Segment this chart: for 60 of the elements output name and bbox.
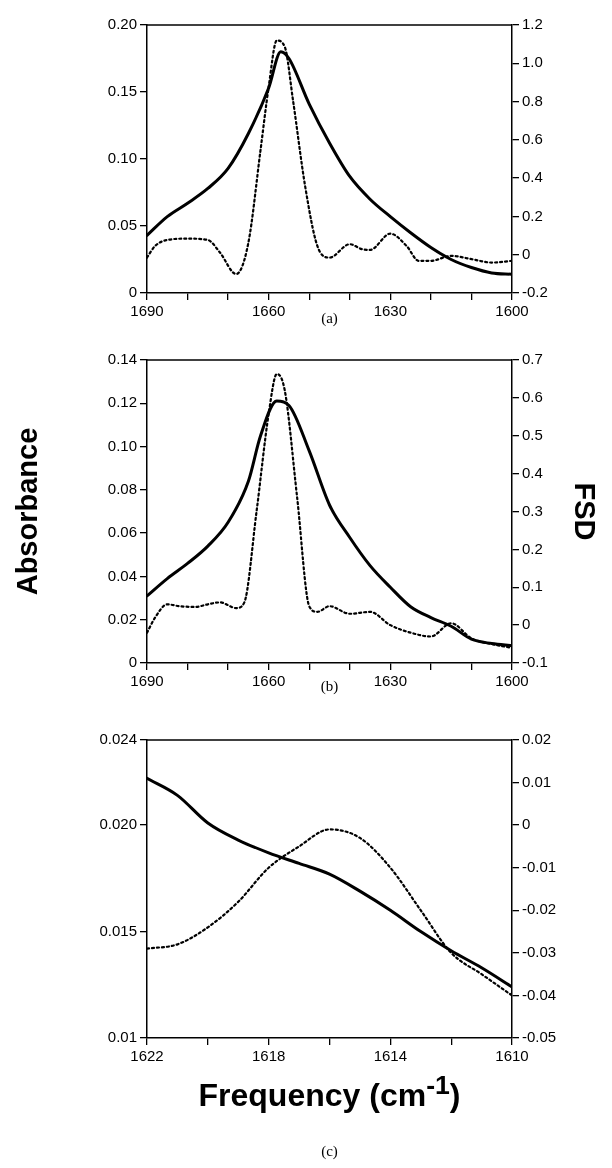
y-tick-label: 0.08 xyxy=(107,480,137,497)
y2-tick-label: 0.01 xyxy=(522,772,552,790)
y-tick-label: 0.06 xyxy=(107,523,137,541)
y2-tick-label: 0.6 xyxy=(522,388,543,406)
y2-tick-label: 0.2 xyxy=(522,206,543,224)
y2-tick-label: 0.2 xyxy=(522,539,543,557)
y-tick-label: 0.05 xyxy=(107,216,137,234)
y2-tick-label: 0 xyxy=(522,615,531,633)
x-tick-label: 1660 xyxy=(251,302,286,320)
x-tick-label: 1622 xyxy=(130,1047,164,1065)
x-tick-label: 1690 xyxy=(130,302,164,320)
x-tick-label: 1630 xyxy=(373,672,408,690)
y2-tick-label: 0 xyxy=(522,815,531,833)
x-tick-label: 1660 xyxy=(251,672,286,690)
y-axis-title: Absorbance xyxy=(11,427,44,596)
y-tick-label: 0.02 xyxy=(107,609,137,627)
y-tick-label: 0.015 xyxy=(99,921,137,939)
y-tick-label: 0.15 xyxy=(107,82,137,100)
y-tick-label: 0.10 xyxy=(107,436,137,454)
y2-tick-label: 0.4 xyxy=(522,168,543,186)
y-tick-label: 0 xyxy=(128,283,137,301)
y-tick-label: 0.020 xyxy=(99,815,137,833)
x-tick-label: 1618 xyxy=(251,1047,286,1065)
y2-tick-label: 1.2 xyxy=(522,15,543,33)
x-tick-label: 1610 xyxy=(495,1047,529,1065)
y2-tick-label: 0.8 xyxy=(522,91,543,109)
y2-tick-label: 0.4 xyxy=(522,463,543,481)
x-axis-title: Frequency (cm$^{-1}$) xyxy=(197,1070,462,1114)
y2-tick-label: -0.02 xyxy=(522,900,557,918)
y-tick-label: 0.04 xyxy=(107,566,137,584)
y-tick-label: 0.12 xyxy=(107,393,137,411)
y2-tick-label: 1.0 xyxy=(522,53,543,71)
y-tick-label: 0 xyxy=(128,653,137,671)
y2-tick-label: -0.05 xyxy=(522,1028,557,1046)
text: (a) xyxy=(321,310,338,326)
y2-tick-label: -0.01 xyxy=(522,857,557,875)
y2-tick-label: -0.2 xyxy=(522,283,548,301)
y2-tick-label: 0.02 xyxy=(522,730,552,748)
x-tick-label: 1614 xyxy=(373,1047,408,1065)
text: (c) xyxy=(320,1143,339,1160)
y2-axis-title: FSD xyxy=(568,482,601,541)
y2-tick-label: 0.3 xyxy=(522,501,543,519)
y-tick-label: 0.01 xyxy=(107,1028,137,1046)
y2-tick-label: 0.5 xyxy=(522,425,543,443)
y2-tick-label: -0.03 xyxy=(522,943,557,960)
y2-tick-label: 0.6 xyxy=(522,130,543,147)
x-tick-label: 1630 xyxy=(373,302,408,320)
y2-tick-label: -0.04 xyxy=(522,985,557,1003)
y-tick-label: 0.10 xyxy=(107,149,137,167)
y2-tick-label: 0 xyxy=(522,244,531,262)
y2-tick-label: -0.1 xyxy=(522,653,548,671)
x-tick-label: 1600 xyxy=(495,672,529,690)
y2-tick-label: 0.7 xyxy=(522,350,543,368)
y-tick-label: 0.20 xyxy=(107,15,137,33)
x-tick-label: 1690 xyxy=(130,672,164,690)
x-tick-label: 1600 xyxy=(495,302,529,320)
y-tick-label: 0.14 xyxy=(107,350,137,368)
y-tick-label: 0.024 xyxy=(99,730,137,748)
text: (b) xyxy=(320,678,339,694)
y2-tick-label: 0.1 xyxy=(522,577,543,595)
